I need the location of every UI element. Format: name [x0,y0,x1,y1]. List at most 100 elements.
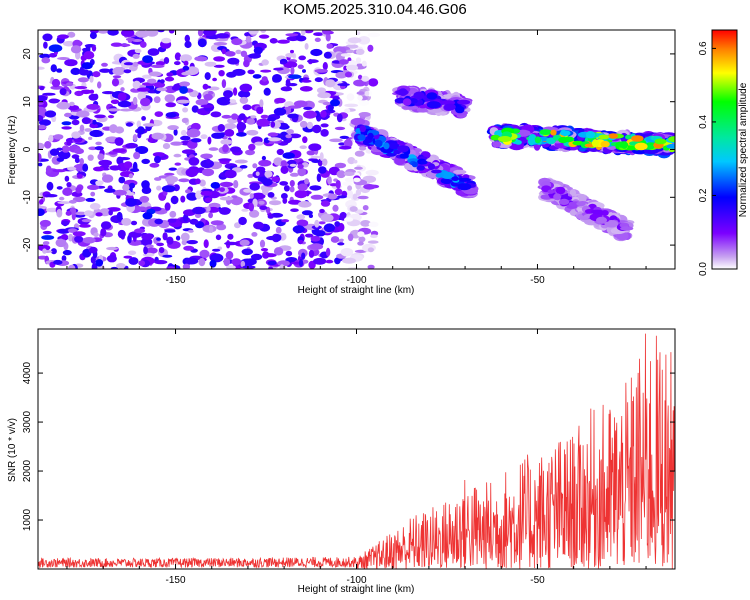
heatmap-cell [310,155,321,159]
y-tick-label: 2000 [22,459,33,482]
heatmap-cell [76,110,90,118]
heatmap-cell [280,86,293,92]
heatmap-cell [285,53,295,58]
heatmap-cell [320,129,329,137]
heatmap-cell [343,65,348,72]
heatmap-cell [118,176,126,184]
heatmap-cell [298,239,304,244]
heatmap-cell [130,168,140,173]
heatmap-cell [334,221,341,227]
heatmap-cell [286,129,294,135]
heatmap-cell [230,146,241,153]
heatmap-cell [42,230,52,235]
heatmap-cell [38,106,47,115]
heatmap-cell [313,257,327,265]
heatmap-cell [95,259,104,267]
heatmap-cell [67,166,77,171]
heatmap-cell [252,163,258,169]
heatmap-cell [604,220,619,228]
heatmap-cell [201,168,215,177]
heatmap-cell [334,188,343,196]
heatmap-cell [325,33,331,42]
heatmap-cell [305,233,314,238]
heatmap-cell [109,165,121,171]
snr-y-axis-label: SNR (10 * v/v) [7,418,18,482]
heatmap-cell [246,129,259,136]
x-tick-label: -50 [530,275,545,286]
heatmap-cell [210,220,224,226]
heatmap-cell [187,140,198,149]
heatmap-cell [457,183,472,191]
heatmap-cell [282,152,295,159]
heatmap-cell [66,182,72,188]
heatmap-cell [97,153,105,161]
heatmap-cell [206,158,211,164]
heatmap-cell [88,136,93,140]
heatmap-cell [200,153,213,159]
heatmap-cell [64,175,70,182]
colorbar-gradient [711,29,738,270]
heatmap-cell [202,83,209,90]
colorbar-ticks: 0.0 0.2 0.4 0.6 [698,41,716,276]
heatmap-cell [323,51,332,59]
heatmap-cell [117,229,126,239]
heatmap-cell [97,30,110,34]
heatmap-cell [208,147,219,151]
heatmap-cell [258,159,272,167]
heatmap-cell [147,78,157,84]
heatmap-cell [234,222,241,229]
heatmap-cell [123,161,133,169]
heatmap-cell [168,30,175,34]
heatmap-cell [365,169,379,176]
heatmap-cell [38,142,45,150]
heatmap-cell [239,83,253,93]
heatmap-cell [44,141,52,149]
heatmap-cell [420,160,428,165]
heatmap-cell [66,82,74,87]
heatmap-cell [286,36,300,42]
heatmap-cell [89,31,97,40]
heatmap-cell [269,38,278,44]
heatmap-cell [308,143,322,151]
heatmap-cell [273,67,284,71]
heatmap-cell [116,263,126,269]
heatmap-cell [41,235,55,240]
heatmap-cell [204,72,211,81]
heatmap-cell [57,34,69,39]
heatmap-cell [295,35,307,42]
heatmap-cell [338,145,352,150]
heatmap-cell [345,189,354,199]
heatmap-cell [349,206,358,212]
heatmap-cell [164,172,175,176]
heatmap-cell [299,145,307,149]
heatmap-cell [337,242,345,246]
heatmap-cell [145,30,159,37]
heatmap-cell [39,119,51,126]
heatmap-cell [135,146,149,154]
heatmap-cell [250,253,263,261]
heatmap-cell [314,230,326,237]
heatmap-cell [48,134,54,143]
heatmap-cell [74,157,80,164]
heatmap-cell [250,115,257,119]
heatmap-cell [151,132,164,140]
heatmap-cell [143,246,149,255]
heatmap-cell [263,87,271,96]
heatmap-cell [61,126,72,130]
heatmap-cell [44,194,58,198]
heatmap-cell [260,248,269,252]
heatmap-cell [344,177,356,183]
heatmap-cell [38,162,43,167]
heatmap-cell [162,232,168,241]
heatmap-cell [251,192,266,200]
heatmap-cell [88,246,98,254]
heatmap-cell [416,107,430,113]
heatmap-cell [39,199,44,205]
heatmap-cell [285,82,292,87]
heatmap-cell [145,244,154,248]
heatmap-cell [352,193,358,200]
heatmap-cell [235,49,242,55]
heatmap-cell [344,103,359,108]
heatmap-cell [217,124,225,132]
